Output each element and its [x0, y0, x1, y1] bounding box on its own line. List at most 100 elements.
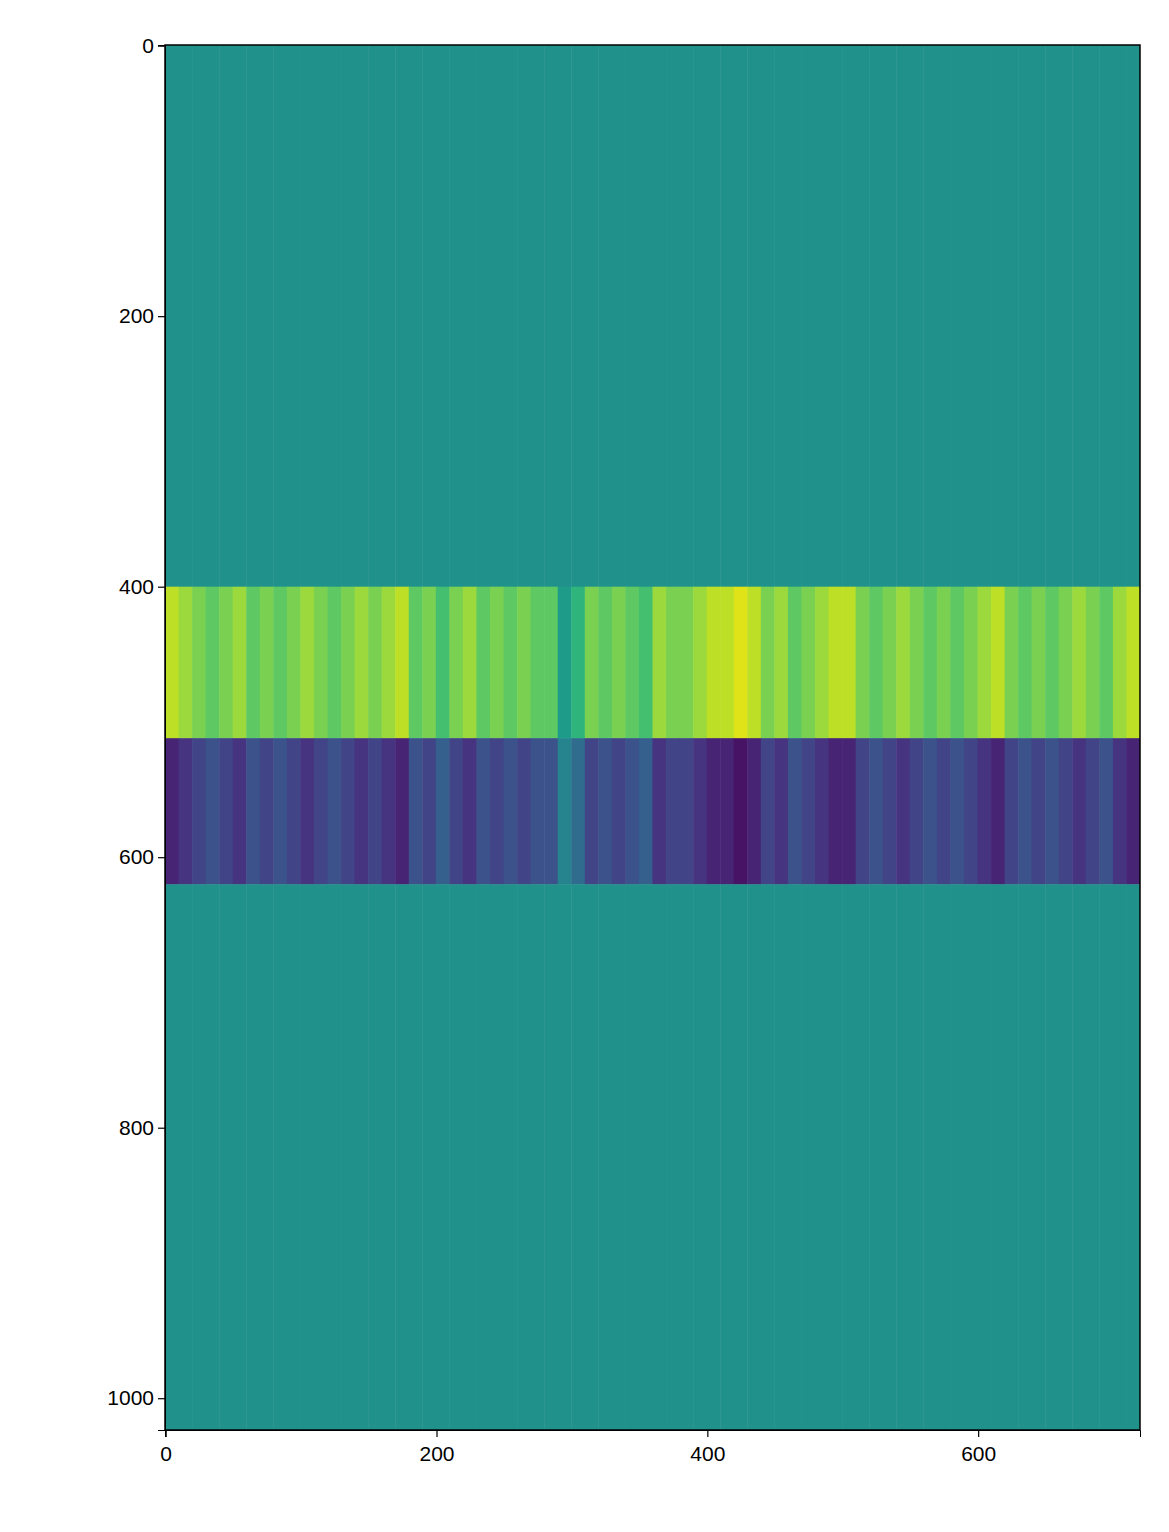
cell	[639, 587, 653, 739]
cell	[544, 738, 558, 885]
x-tick: 200	[419, 1430, 454, 1465]
cell	[707, 45, 721, 587]
cell	[829, 45, 843, 587]
cell	[612, 587, 626, 739]
cell	[774, 884, 788, 1430]
cell	[504, 884, 518, 1430]
cell	[422, 738, 436, 885]
cell	[1059, 587, 1073, 739]
cell	[192, 738, 206, 885]
cell	[1045, 884, 1059, 1430]
cell	[490, 587, 504, 739]
cell	[680, 587, 694, 739]
cell	[896, 587, 910, 739]
cell	[964, 587, 978, 739]
cell	[1005, 45, 1019, 587]
x-tick-mark	[978, 1430, 979, 1437]
cell	[896, 45, 910, 587]
cell	[531, 738, 545, 885]
cell	[815, 738, 829, 885]
cell	[788, 45, 802, 587]
cell	[869, 45, 883, 587]
y-tick-label: 1000	[107, 1386, 154, 1409]
cell	[964, 45, 978, 587]
cell	[179, 884, 193, 1430]
cell	[1086, 884, 1100, 1430]
cell	[436, 884, 450, 1430]
y-tick: 600	[119, 845, 165, 868]
cell	[368, 884, 382, 1430]
cell	[355, 738, 369, 885]
cell	[639, 738, 653, 885]
cell	[409, 738, 423, 885]
cell	[1072, 45, 1086, 587]
cells	[165, 45, 1140, 1430]
cell	[233, 738, 247, 885]
cell	[991, 884, 1005, 1430]
cell	[571, 738, 585, 885]
cell	[341, 738, 355, 885]
y-tick: 800	[119, 1116, 165, 1139]
cell	[734, 884, 748, 1430]
cell	[910, 45, 924, 587]
cell	[937, 45, 951, 587]
cell	[490, 738, 504, 885]
y-tick-label: 600	[119, 845, 154, 868]
cell	[964, 884, 978, 1430]
cell	[179, 738, 193, 885]
cell	[950, 45, 964, 587]
cell	[531, 45, 545, 587]
cell	[680, 884, 694, 1430]
cell	[856, 587, 870, 739]
cell	[1032, 884, 1046, 1430]
cell	[950, 587, 964, 739]
x-tick-mark	[166, 1430, 167, 1437]
cell	[693, 587, 707, 739]
cell	[923, 738, 937, 885]
cell	[829, 738, 843, 885]
cell	[910, 884, 924, 1430]
cell	[328, 45, 342, 587]
cell	[571, 587, 585, 739]
cell	[1113, 45, 1127, 587]
cell	[382, 587, 396, 739]
cell	[639, 884, 653, 1430]
y-tick: 400	[119, 575, 165, 598]
cell	[761, 45, 775, 587]
cell	[1059, 738, 1073, 885]
cell	[206, 587, 220, 739]
cell	[693, 738, 707, 885]
x-tick-mark	[436, 1430, 437, 1437]
cell	[341, 587, 355, 739]
cell	[625, 45, 639, 587]
y-tick-label: 400	[119, 575, 154, 598]
cell	[422, 884, 436, 1430]
cell	[544, 587, 558, 739]
cell	[233, 884, 247, 1430]
cell	[991, 45, 1005, 587]
cell	[517, 738, 531, 885]
cell	[504, 45, 518, 587]
cell	[747, 587, 761, 739]
cell	[666, 45, 680, 587]
cell	[815, 884, 829, 1430]
cell	[910, 587, 924, 739]
cell	[246, 587, 260, 739]
cell	[368, 45, 382, 587]
cell	[165, 738, 179, 885]
cell	[1086, 587, 1100, 739]
cell	[598, 45, 612, 587]
cell	[1113, 587, 1127, 739]
cell	[179, 587, 193, 739]
cell	[653, 587, 667, 739]
cell	[842, 587, 856, 739]
y-tick-mark	[158, 1398, 165, 1399]
cell	[476, 738, 490, 885]
cell	[923, 884, 937, 1430]
cell	[978, 587, 992, 739]
x-tick: 600	[961, 1430, 996, 1465]
cell	[991, 587, 1005, 739]
cell	[774, 587, 788, 739]
cell	[246, 738, 260, 885]
cell	[233, 45, 247, 587]
